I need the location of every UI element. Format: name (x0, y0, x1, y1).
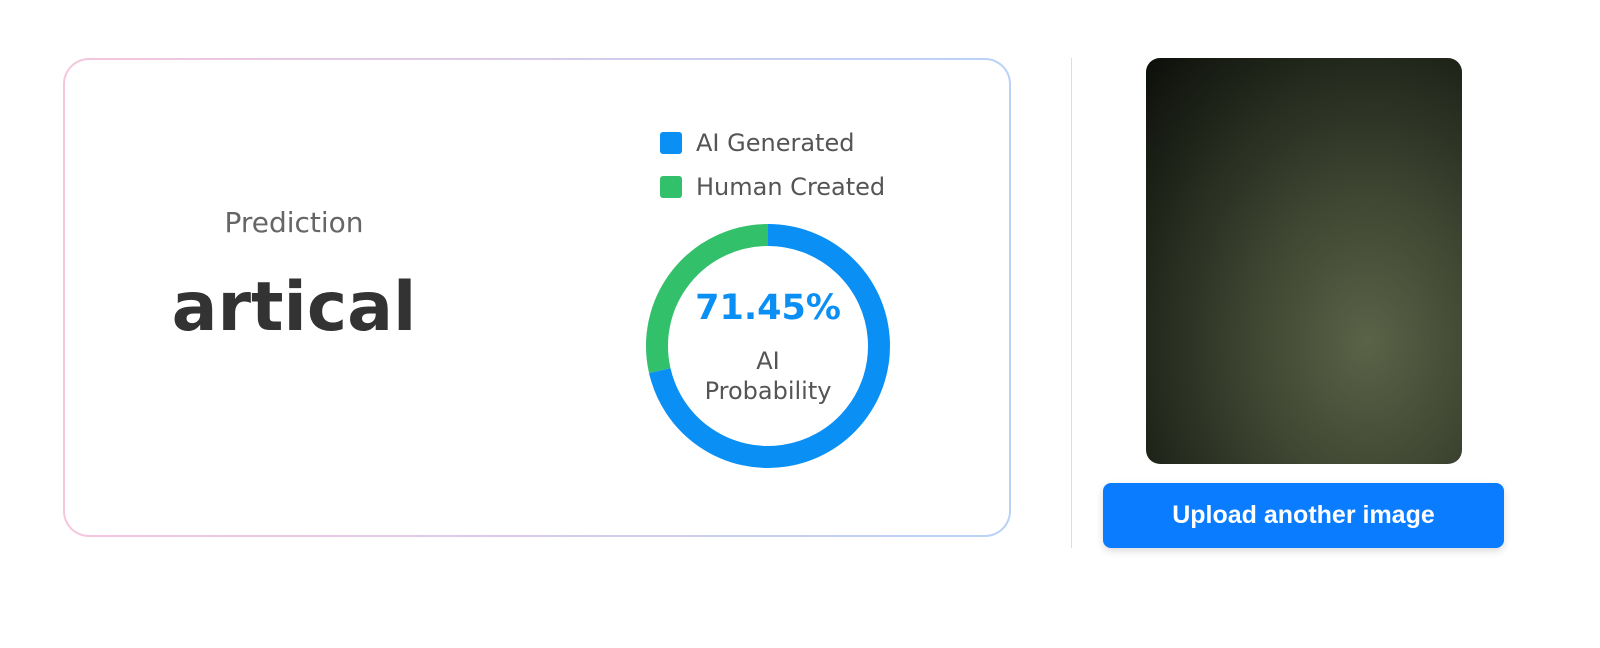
divider (1071, 58, 1072, 548)
result-card (63, 58, 1011, 537)
upload-button[interactable]: Upload another image (1103, 483, 1504, 548)
center-value: 71.45% (695, 288, 841, 328)
legend-item: Human Created (660, 173, 886, 201)
center-caption: AI Probability (704, 347, 832, 405)
legend-swatch (660, 176, 682, 198)
legend-label: AI Generated (696, 129, 855, 157)
prediction-value: artical (171, 268, 417, 347)
legend-item: AI Generated (660, 129, 855, 157)
prediction-label: Prediction (224, 206, 364, 239)
donut-segment (646, 224, 769, 373)
donut-segment (649, 224, 890, 468)
legend-label: Human Created (696, 173, 886, 201)
legend-swatch (660, 132, 682, 154)
donut-chart (646, 224, 890, 468)
uploaded-image (1146, 58, 1462, 464)
